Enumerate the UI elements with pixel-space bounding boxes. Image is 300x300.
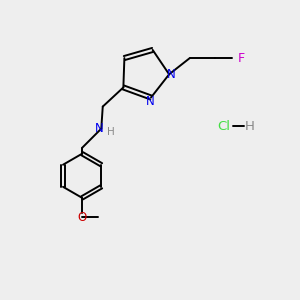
Text: H: H xyxy=(245,120,255,133)
Text: H: H xyxy=(107,128,115,137)
Text: O: O xyxy=(77,211,87,224)
Text: N: N xyxy=(146,94,155,107)
Text: N: N xyxy=(167,68,176,81)
Text: N: N xyxy=(94,122,103,135)
Text: Cl: Cl xyxy=(217,120,230,133)
Text: F: F xyxy=(238,52,245,64)
